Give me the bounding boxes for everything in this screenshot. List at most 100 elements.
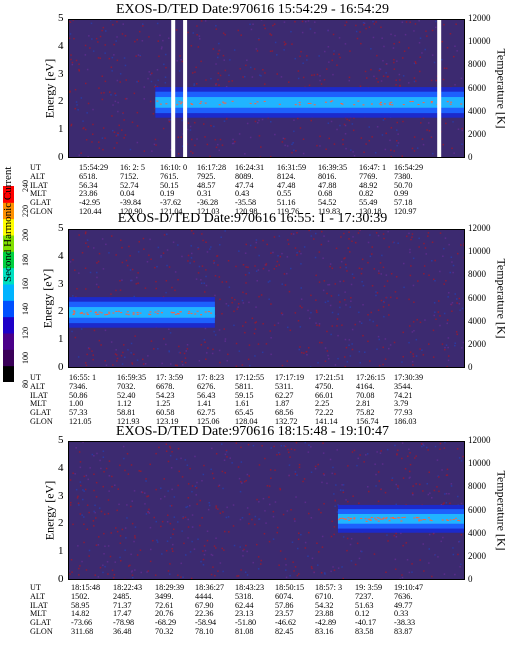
noise-pixel: [246, 507, 249, 509]
noise-pixel: [288, 81, 290, 83]
noise-pixel: [390, 296, 392, 299]
noise-pixel: [457, 495, 459, 498]
noise-pixel: [98, 252, 101, 255]
noise-pixel: [85, 82, 87, 85]
noise-pixel: [168, 37, 170, 39]
noise-pixel: [318, 508, 320, 511]
noise-pixel: [279, 488, 282, 491]
noise-pixel: [93, 473, 95, 475]
noise-pixel: [443, 247, 445, 250]
noise-pixel: [380, 488, 382, 491]
data-gap: [171, 19, 176, 158]
noise-pixel: [138, 241, 140, 243]
noise-pixel: [183, 352, 186, 355]
noise-pixel: [128, 245, 130, 248]
noise-pixel: [408, 341, 410, 344]
noise-pixel: [334, 500, 336, 502]
y-tick-label: 2: [58, 517, 64, 530]
noise-pixel: [351, 123, 354, 125]
noise-pixel: [292, 233, 295, 235]
noise-pixel: [169, 563, 171, 565]
noise-pixel: [227, 353, 229, 356]
noise-pixel: [297, 538, 300, 541]
noise-pixel: [344, 124, 347, 127]
noise-pixel: [154, 107, 156, 110]
noise-pixel: [88, 511, 90, 514]
temperature-trace: [210, 312, 213, 314]
noise-pixel: [269, 280, 271, 282]
orbit-cell: 0.68: [318, 189, 333, 199]
noise-pixel: [408, 47, 410, 49]
noise-pixel: [85, 569, 88, 571]
orbit-cell: 120.97: [394, 207, 417, 216]
noise-pixel: [87, 156, 89, 158]
orbit-cell: 18:15:48: [71, 583, 101, 592]
noise-pixel: [184, 459, 187, 461]
noise-pixel: [378, 480, 380, 482]
noise-pixel: [242, 264, 245, 266]
noise-pixel: [119, 464, 121, 467]
temperature-trace: [125, 313, 128, 315]
orbit-cell: 56.43: [197, 390, 216, 400]
noise-pixel: [414, 23, 417, 25]
orbit-cell: 120.90: [120, 207, 143, 216]
noise-pixel: [342, 491, 345, 494]
noise-pixel: [432, 329, 435, 332]
orbit-row-label: GLON: [30, 207, 53, 216]
noise-pixel: [300, 263, 302, 265]
noise-pixel: [153, 348, 155, 350]
noise-pixel: [227, 260, 230, 262]
orbit-cell: 16:54:29: [394, 163, 424, 172]
noise-pixel: [337, 334, 339, 337]
noise-pixel: [350, 538, 353, 540]
orbit-cell: 141.14: [315, 417, 338, 426]
noise-pixel: [181, 255, 183, 258]
noise-pixel: [300, 298, 303, 300]
noise-pixel: [117, 132, 119, 134]
noise-pixel: [374, 463, 376, 465]
y2-tick-label: 6000: [468, 504, 486, 515]
y2-tick-label: 10000: [468, 36, 491, 47]
noise-pixel: [123, 119, 125, 121]
noise-pixel: [444, 441, 446, 444]
noise-pixel: [96, 276, 98, 279]
noise-pixel: [321, 481, 323, 484]
noise-pixel: [141, 40, 144, 42]
temperature-trace: [188, 311, 191, 313]
orbit-cell: 48.92: [359, 180, 378, 190]
noise-pixel: [116, 36, 118, 38]
noise-pixel: [450, 485, 453, 487]
noise-pixel: [169, 454, 172, 457]
noise-pixel: [69, 261, 72, 263]
noise-pixel: [294, 312, 297, 314]
noise-pixel: [346, 118, 348, 121]
noise-pixel: [269, 33, 271, 35]
noise-pixel: [242, 555, 244, 557]
noise-pixel: [398, 73, 401, 76]
colorbar-tick-label: 160: [21, 278, 30, 290]
noise-pixel: [448, 292, 450, 294]
noise-pixel: [195, 66, 197, 69]
noise-pixel: [337, 357, 339, 360]
temperature-trace: [120, 312, 123, 314]
noise-pixel: [189, 125, 192, 128]
noise-pixel: [431, 241, 434, 243]
noise-pixel: [134, 537, 136, 539]
noise-pixel: [291, 43, 293, 45]
noise-pixel: [454, 84, 456, 86]
noise-pixel: [374, 152, 377, 154]
noise-pixel: [241, 299, 244, 302]
y-tick-label: 0: [58, 361, 64, 373]
y-tick-label: 3: [58, 489, 64, 502]
noise-pixel: [79, 565, 81, 567]
noise-pixel: [321, 230, 323, 233]
noise-pixel: [125, 259, 128, 262]
noise-pixel: [272, 251, 274, 254]
noise-pixel: [431, 575, 433, 578]
noise-pixel: [179, 352, 181, 354]
noise-pixel: [442, 78, 445, 81]
noise-pixel: [214, 334, 217, 336]
noise-pixel: [415, 355, 418, 357]
temperature-trace: [353, 517, 356, 519]
colorbar-segment: [3, 235, 14, 252]
